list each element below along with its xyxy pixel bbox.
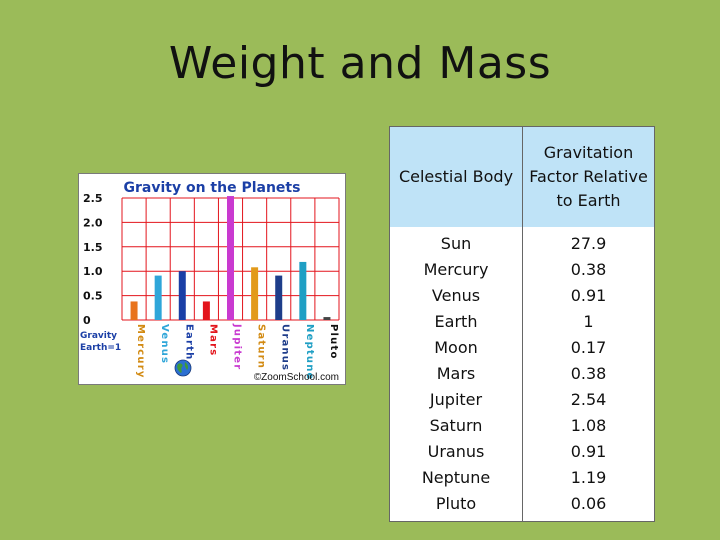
cell-celestial-body: Mercury [389,257,523,283]
y-axis-ticks: 0 0.5 1.0 1.5 2.0 2.5 [83,192,103,327]
y-tick-label: 1.0 [83,265,103,278]
bar [178,271,186,320]
cell-gravity-factor: 0.06 [570,494,607,513]
x-tick-label: Mars [207,324,218,356]
y-axis-label-line1: Gravity [80,331,117,341]
x-tick-label: Earth [183,324,194,360]
slide-title: Weight and Mass [168,38,552,89]
cell-celestial-body: Mars [389,361,523,387]
y-tick-label: 0.5 [83,290,103,303]
table-row: Jupiter 2.54 [389,387,655,413]
x-tick-label: Saturn [256,324,267,369]
cell-gravity-factor: 1.19 [570,468,607,487]
bar [130,301,138,320]
credit-text: ©ZoomSchool.com [254,372,339,383]
cell-gravity-factor: 27.9 [570,234,607,253]
chart-svg: Gravity on the Planets 00.51.01.52.02.5 … [80,180,340,383]
table-row: Pluto 0.06 [389,491,655,522]
bars [130,196,331,320]
cell-celestial-body: Sun [389,227,523,257]
cell-celestial-body: Uranus [389,439,523,465]
bar [251,267,259,320]
chart-title: Gravity on the Planets [124,180,301,196]
cell-gravity-factor: 1 [583,312,594,331]
gravity-table: Celestial Body Gravitation Factor Relati… [389,126,655,522]
cell-gravity-factor: 0.38 [570,260,607,279]
header-gravitation-factor: Gravitation Factor Relative to Earth [522,126,655,227]
cell-celestial-body: Saturn [389,413,523,439]
bar [323,317,331,320]
bar [154,275,162,320]
x-tick-label: Uranus [280,324,291,371]
x-tick-label: Neptune [304,324,315,381]
y-axis-label-line2: Earth=1 [80,343,121,353]
bar [202,301,210,320]
x-tick-label: Mercury [135,324,146,379]
cell-gravity-factor: 0.91 [570,442,607,461]
bar [227,196,234,320]
cell-celestial-body: Neptune [389,465,523,491]
cell-gravity-factor: 2.54 [570,390,607,409]
y-tick-label: 2.5 [83,192,103,205]
table-row: Saturn 1.08 [389,413,655,439]
header-gravitation-factor-text: Gravitation Factor Relative to Earth [529,143,648,210]
gravity-chart: Gravity on the Planets 0 0.5 1.0 1.5 2.0 2.5 … [78,173,346,385]
cell-gravity-factor: 0.38 [570,364,607,383]
table-row: Neptune 1.19 [389,465,655,491]
table-row: Mercury 0.38 [389,257,655,283]
table-row: Uranus 0.91 [389,439,655,465]
y-tick-label: 0 [83,314,91,327]
x-axis-labels: Mercury Venus Earth Mars Jupiter Saturn Uranus… [135,323,339,381]
table-row: Earth 1 [389,309,655,335]
cell-celestial-body: Pluto [389,491,523,522]
cell-celestial-body: Jupiter [389,387,523,413]
x-tick-label: Jupiter [232,323,243,370]
cell-gravity-factor: 0.17 [570,338,607,357]
cell-celestial-body: Moon [389,335,523,361]
cell-gravity-factor: 0.91 [570,286,607,305]
x-tick-label: Pluto [328,324,339,360]
bar [275,275,283,320]
cell-celestial-body: Venus [389,283,523,309]
header-celestial-body: Celestial Body [389,126,523,227]
table-body: Sun 27.9 Mercury 0.38 Venus 0.91 Earth 1 Moon 0.1… [389,227,655,522]
cell-celestial-body: Earth [389,309,523,335]
x-tick-label: Venus [159,324,170,364]
cell-gravity-factor: 1.08 [570,416,607,435]
y-tick-label: 2.0 [83,216,103,229]
globe-icon [174,359,192,377]
table-row: Venus 0.91 [389,283,655,309]
y-tick-label: 1.5 [83,241,103,254]
table-header-row: Celestial Body Gravitation Factor Relati… [389,126,655,227]
bar [299,261,307,320]
table-row: Sun 27.9 [389,227,655,257]
table-row: Moon 0.17 [389,335,655,361]
table-row: Mars 0.38 [389,361,655,387]
